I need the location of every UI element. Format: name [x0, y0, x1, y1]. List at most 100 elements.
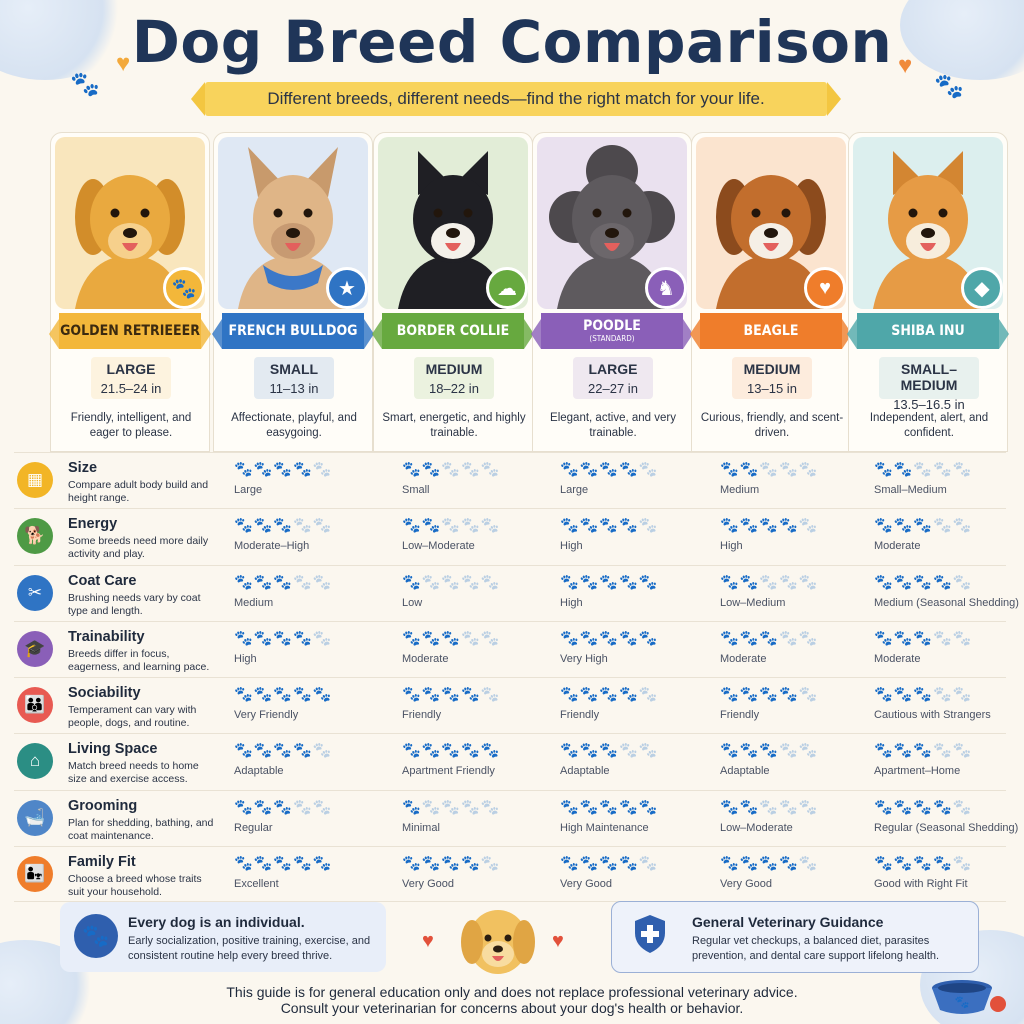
rating-label: Regular	[234, 821, 273, 834]
paw-rating-icon: 🐾	[461, 629, 481, 647]
paw-rating-icon: 🐾	[421, 573, 442, 591]
paw-rating-icon: 🐾	[779, 686, 799, 704]
paw-rating-icon: 🐾	[893, 573, 914, 591]
breed-cards: 🐾 GOLDEN RETRIEEER LARGE 21.5–24 in Frie…	[49, 132, 1009, 452]
trait-rating: 🐾🐾🐾🐾🐾 High	[560, 574, 710, 609]
breed-size: LARGE	[588, 361, 638, 377]
paw-rating-icon: 🐾	[421, 461, 442, 478]
breed-description: Curious, friendly, and scent-driven.	[700, 412, 844, 439]
rating-label: Minimal	[402, 821, 440, 834]
paw-rating: 🐾🐾🐾🐾🐾	[402, 517, 552, 534]
paw-rating-icon: 🐾	[893, 629, 914, 647]
paw-rating-icon: 🐾	[402, 855, 422, 873]
paw-rating: 🐾🐾🐾🐾🐾	[402, 855, 552, 872]
paw-rating-icon: 🐾	[441, 798, 462, 816]
paw-rating-icon: 🐾	[560, 517, 580, 535]
breed-card: ♞ POODLE (STANDARD) LARGE 22–27 in Elega…	[531, 132, 693, 452]
paw-rating-icon: 🐾	[739, 461, 760, 478]
paw-rating: 🐾🐾🐾🐾🐾	[402, 574, 552, 591]
paw-rating-icon: 🐾	[933, 686, 953, 704]
trait-rating: 🐾🐾🐾🐾🐾 Very Good	[402, 855, 552, 890]
trait-description: Plan for shedding, bathing, and coat mai…	[68, 816, 214, 842]
heart-icon: ♥	[422, 930, 434, 952]
paw-rating-icon: 🐾	[759, 461, 780, 478]
paw-rating-icon: 🐾	[720, 798, 740, 816]
paw-rating-icon: 🐾	[234, 686, 254, 704]
paw-rating: 🐾🐾🐾🐾🐾	[402, 742, 552, 759]
disclaimer: This guide is for general education only…	[0, 984, 1024, 1016]
paw-rating-icon: 🐾	[441, 461, 462, 478]
paw-rating: 🐾🐾🐾🐾🐾	[234, 742, 384, 759]
paw-rating-icon: 🐾	[798, 798, 819, 816]
paw-icon: 🐾	[163, 267, 205, 309]
paw-rating-icon: 🐾	[952, 461, 973, 478]
paw-rating-icon: 🐾	[759, 798, 780, 816]
paw-rating-icon: 🐾	[952, 686, 973, 704]
paw-rating: 🐾🐾🐾🐾🐾	[874, 686, 1024, 703]
paw-rating: 🐾🐾🐾🐾🐾	[560, 630, 710, 647]
paw-rating-icon: 🐾	[739, 855, 760, 873]
paw-rating-icon: 🐾	[312, 686, 333, 704]
rating-label: Moderate	[402, 652, 449, 665]
trait-rating: 🐾🐾🐾🐾🐾 High	[560, 517, 710, 552]
paw-rating-icon: 🐾	[441, 517, 462, 535]
trait-rating: 🐾🐾🐾🐾🐾 High	[234, 630, 384, 665]
paw-rating-icon: 🐾	[480, 517, 501, 535]
paw-rating-icon: 🐾	[579, 573, 600, 591]
breed-name: BORDER COLLIE	[396, 322, 510, 339]
paw-rating-icon: 🐾	[874, 461, 894, 478]
paw-rating-icon: 🐾	[952, 742, 973, 760]
paw-rating-icon: 🐾	[952, 573, 973, 591]
paw-rating-icon: 🐾	[779, 517, 799, 535]
trait-rating: 🐾🐾🐾🐾🐾 Very High	[560, 630, 710, 665]
paw-rating-icon: 🐾	[913, 798, 934, 816]
paw-rating-icon: 🐾	[480, 798, 501, 816]
paw-rating-icon: 🐾	[893, 798, 914, 816]
rating-label: Moderate	[720, 652, 767, 665]
breed-height: 13.5–16.5 in	[893, 397, 965, 412]
breed-description: Affectionate, playful, and easygoing.	[231, 412, 357, 439]
paw-rating-icon: 🐾	[779, 742, 799, 760]
trait-rating: 🐾🐾🐾🐾🐾 Adaptable	[234, 742, 384, 777]
trait-rating: 🐾🐾🐾🐾🐾 Small	[402, 461, 552, 496]
paw-rating-icon: 🐾	[293, 798, 313, 816]
shield-icon	[635, 915, 665, 953]
paw-rating: 🐾🐾🐾🐾🐾	[234, 799, 384, 816]
paw-rating-icon: 🐾	[273, 517, 294, 535]
paw-rating: 🐾🐾🐾🐾🐾	[720, 630, 870, 647]
paw-rating-icon: 🐾	[874, 573, 894, 591]
paw-rating-icon: 🐾	[619, 742, 639, 760]
breed-name: BEAGLE	[743, 322, 799, 339]
paw-rating-icon: 🐾	[874, 629, 894, 647]
breed-name-ribbon: FRENCH BULLDOG	[212, 313, 374, 349]
rating-label: Medium	[720, 484, 760, 496]
fox-icon: ◆	[961, 267, 1003, 309]
paw-rating-icon: 🐾	[480, 573, 501, 591]
trait-rating: 🐾🐾🐾🐾🐾 Friendly	[560, 686, 710, 721]
paw-rating-icon: 🐾	[638, 461, 659, 478]
rating-label: High	[560, 596, 583, 609]
trait-rating: 🐾🐾🐾🐾🐾 Regular (Seasonal Shedding)	[874, 799, 1024, 834]
paw-rating-icon: 🐾	[638, 517, 659, 535]
paw-rating-icon: 🐾	[234, 573, 254, 591]
paw-rating-icon: 🐾	[893, 855, 914, 873]
paw-rating-icon: 🐾	[619, 461, 639, 478]
paw-rating-icon: 🐾	[599, 629, 620, 647]
paw-rating: 🐾🐾🐾🐾🐾	[720, 461, 870, 478]
paw-rating-icon: 🐾	[293, 742, 313, 760]
trait-rating: 🐾🐾🐾🐾🐾 Minimal	[402, 799, 552, 834]
paw-rating-icon: 🐾	[441, 742, 462, 760]
paw-rating-icon: 🐾	[619, 629, 639, 647]
paw-rating-icon: 🐾	[798, 742, 819, 760]
paw-rating-icon: 🐾	[759, 855, 780, 873]
trait-description: Choose a breed whose traits suit your ho…	[68, 873, 202, 899]
paw-rating-icon: 🐾	[402, 461, 422, 478]
paw-rating-icon: 🐾	[599, 573, 620, 591]
paw-rating-icon: 🐾	[402, 742, 422, 760]
paw-rating-icon: 🐾	[599, 855, 620, 873]
rating-label: Low–Moderate	[720, 821, 793, 834]
paw-icon: 🐾	[74, 914, 118, 958]
ruler-icon: ▦	[17, 462, 53, 498]
paw-rating-icon: 🐾	[798, 461, 819, 478]
